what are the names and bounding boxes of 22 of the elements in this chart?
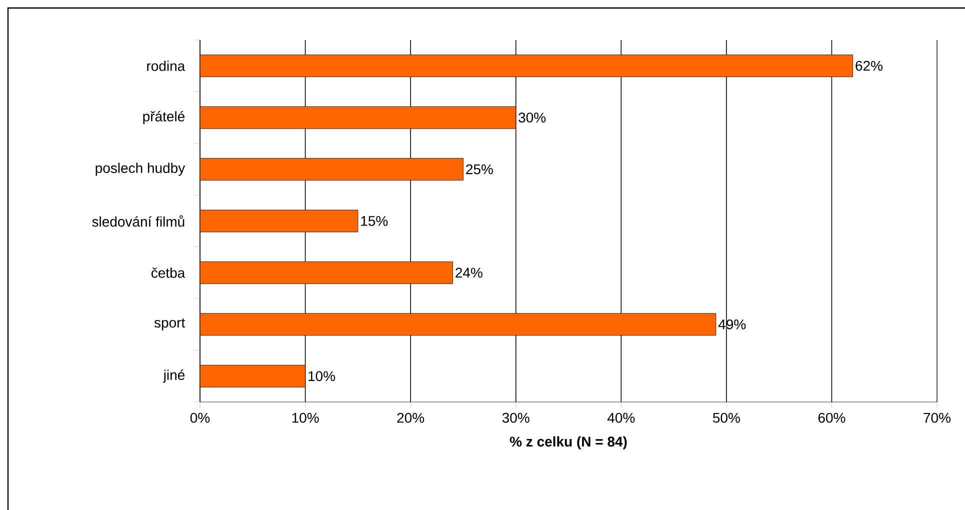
data-label: 10% [308, 371, 336, 382]
x-tick-label: 10% [292, 412, 319, 423]
data-label: 30% [518, 112, 546, 123]
y-tick-label: poslech hudby [96, 162, 186, 176]
x-tick-label: 70% [924, 412, 951, 423]
y-tick-label: rodina [147, 60, 186, 71]
x-tick-label: 60% [818, 412, 846, 423]
data-label: 62% [856, 60, 882, 71]
x-tick-label: 30% [502, 412, 530, 423]
x-tick-label: 20% [397, 412, 424, 423]
data-label: 15% [361, 216, 388, 226]
y-tick-label: přátelé [143, 110, 185, 124]
y-tick-label: jiné [163, 370, 185, 383]
data-label: 25% [466, 164, 493, 174]
y-tick-label: četba [151, 268, 186, 278]
x-tick-label: 0% [190, 412, 210, 423]
x-tick-label: 50% [712, 412, 740, 423]
y-tick-label: sport [154, 318, 186, 330]
data-label: 24% [456, 268, 482, 278]
x-tick-label: 40% [607, 412, 635, 423]
y-tick-label: sledování filmů [92, 215, 184, 227]
x-axis-title: % z celku (N = 84) [510, 436, 627, 450]
